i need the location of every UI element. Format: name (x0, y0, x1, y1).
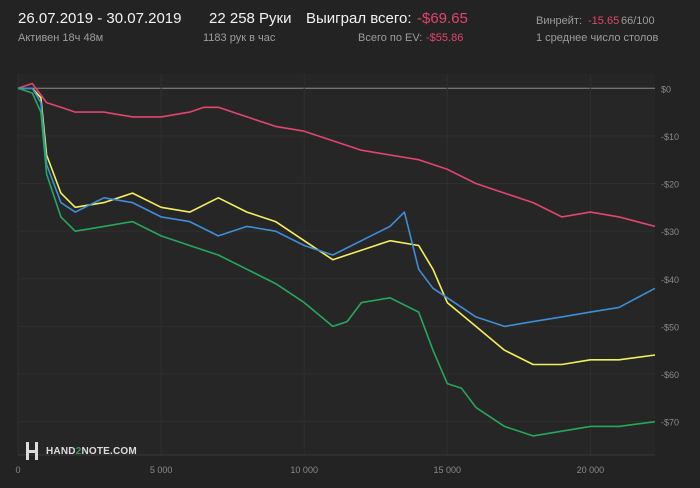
y-tick-label: -$70 (661, 418, 679, 428)
y-tick-label: -$60 (661, 370, 679, 380)
series-line-1 (18, 87, 656, 366)
date-range: 26.07.2019 - 30.07.2019 (18, 10, 182, 27)
y-tick-label: -$10 (661, 132, 679, 142)
hand2note-logo-text: HAND2NOTE.COM (46, 445, 137, 457)
ev-label: Всего по EV: (358, 32, 423, 44)
winrate-label: Винрейт: (536, 15, 583, 27)
winrate-value: -15.65 (588, 15, 620, 27)
hands-count: 22 258 Руки (209, 10, 292, 27)
x-tick-label: 0 (15, 465, 20, 475)
tables-count: 1 среднее число столов (536, 32, 659, 44)
series-line-2 (18, 87, 656, 328)
series-line-0 (17, 82, 656, 228)
y-tick-label: -$20 (661, 180, 679, 190)
hand2note-logo: HAND2NOTE.COM (24, 441, 137, 461)
y-tick-label: $0 (661, 84, 671, 94)
y-tick-label: -$50 (661, 322, 679, 332)
x-tick-label: 15 000 (434, 465, 462, 475)
plot-area (18, 74, 655, 455)
ev-value: -$55.86 (426, 32, 464, 44)
x-tick-label: 20 000 (577, 465, 605, 475)
summary-header: 26.07.2019 - 30.07.2019 Активен 18ч 48м … (0, 0, 700, 58)
y-tick-label: -$40 (661, 275, 679, 285)
winrate-extra: 66/100 (621, 15, 655, 27)
series-line-3 (17, 87, 656, 437)
x-tick-label: 5 000 (150, 465, 173, 475)
active-time: Активен 18ч 48м (18, 32, 104, 44)
x-tick-label: 10 000 (290, 465, 318, 475)
won-label: Выиграл всего: (306, 10, 412, 27)
y-tick-label: -$30 (661, 227, 679, 237)
won-value: -$69.65 (417, 10, 468, 27)
hand2note-logo-icon (24, 442, 40, 460)
hands-per-hour: 1183 рук в час (203, 32, 276, 44)
